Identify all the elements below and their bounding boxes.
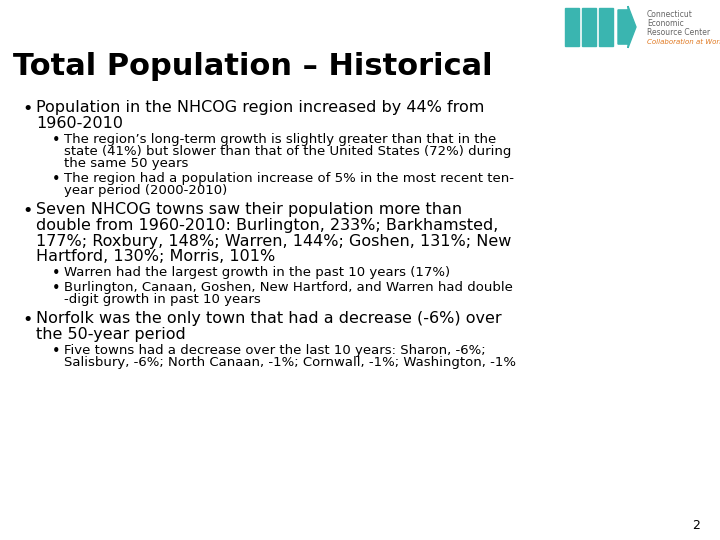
Text: The region had a population increase of 5% in the most recent ten-: The region had a population increase of … — [64, 172, 514, 185]
Text: Norfolk was the only town that had a decrease (-6%) over: Norfolk was the only town that had a dec… — [36, 311, 502, 326]
Text: year period (2000-2010): year period (2000-2010) — [64, 184, 228, 197]
Text: Connecticut: Connecticut — [647, 10, 693, 19]
Text: Warren had the largest growth in the past 10 years (17%): Warren had the largest growth in the pas… — [64, 266, 450, 279]
Text: Economic: Economic — [647, 19, 684, 28]
Text: •: • — [52, 344, 60, 359]
Text: The region’s long-term growth is slightly greater than that in the: The region’s long-term growth is slightl… — [64, 133, 496, 146]
Text: •: • — [22, 202, 32, 220]
Text: Salisbury, -6%; North Canaan, -1%; Cornwall, -1%; Washington, -1%: Salisbury, -6%; North Canaan, -1%; Cornw… — [64, 356, 516, 369]
Text: Five towns had a decrease over the last 10 years: Sharon, -6%;: Five towns had a decrease over the last … — [64, 344, 485, 357]
Text: •: • — [52, 172, 60, 187]
Bar — [565, 8, 579, 46]
Text: Seven NHCOG towns saw their population more than: Seven NHCOG towns saw their population m… — [36, 202, 462, 218]
Text: Total Population – Historical: Total Population – Historical — [13, 52, 492, 81]
Text: 2: 2 — [692, 519, 700, 532]
Text: double from 1960-2010: Burlington, 233%; Barkhamsted,: double from 1960-2010: Burlington, 233%;… — [36, 218, 498, 233]
Text: state (41%) but slower than that of the United States (72%) during: state (41%) but slower than that of the … — [64, 145, 511, 158]
Text: •: • — [52, 133, 60, 148]
Text: Resource Center: Resource Center — [647, 28, 710, 37]
Bar — [599, 8, 613, 46]
Text: •: • — [52, 281, 60, 295]
Text: •: • — [22, 100, 32, 118]
Text: Population in the NHCOG region increased by 44% from: Population in the NHCOG region increased… — [36, 100, 485, 115]
Text: -digit growth in past 10 years: -digit growth in past 10 years — [64, 293, 261, 306]
Text: Collaboration at Work: Collaboration at Work — [647, 39, 720, 45]
Text: Hartford, 130%; Morris, 101%: Hartford, 130%; Morris, 101% — [36, 249, 275, 264]
Text: 177%; Roxbury, 148%; Warren, 144%; Goshen, 131%; New: 177%; Roxbury, 148%; Warren, 144%; Goshe… — [36, 233, 511, 248]
Text: •: • — [52, 266, 60, 281]
Text: 1960-2010: 1960-2010 — [36, 116, 123, 131]
Text: the 50-year period: the 50-year period — [36, 327, 186, 342]
FancyArrow shape — [618, 6, 636, 48]
Text: •: • — [22, 311, 32, 329]
Text: Burlington, Canaan, Goshen, New Hartford, and Warren had double: Burlington, Canaan, Goshen, New Hartford… — [64, 281, 513, 294]
Bar — [582, 8, 596, 46]
Text: the same 50 years: the same 50 years — [64, 158, 189, 171]
